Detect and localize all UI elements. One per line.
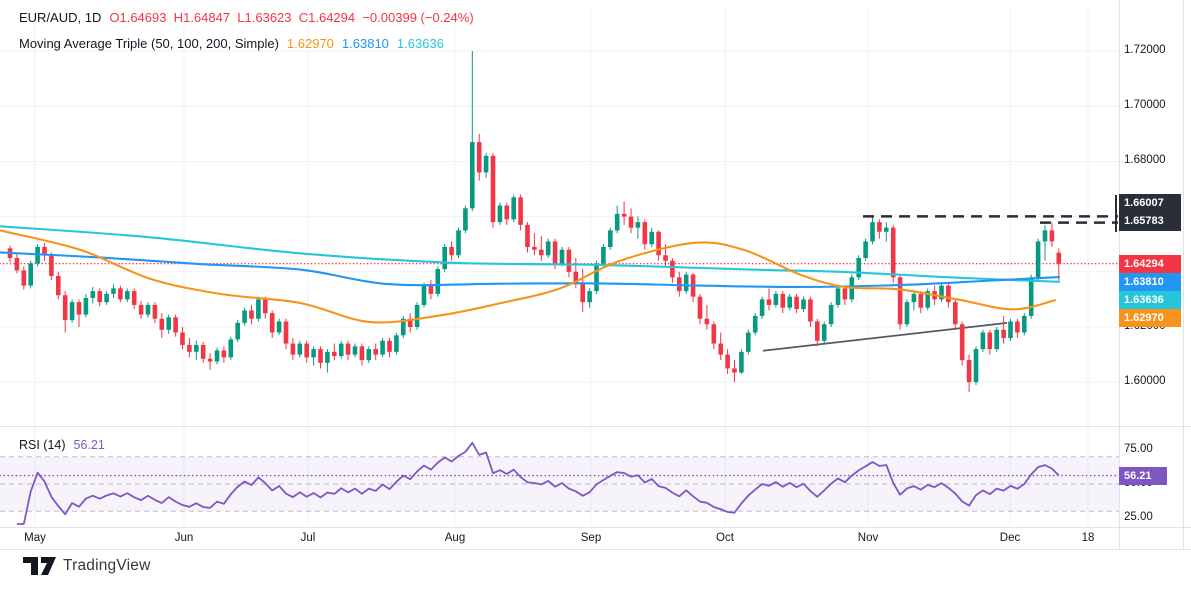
candles-layer	[7, 51, 1062, 392]
time-axis-label: Dec	[999, 532, 1021, 544]
rsi-axis-label: 75.00	[1124, 443, 1153, 455]
time-axis-top-border	[0, 527, 1191, 528]
indicator-title: Moving Average Triple (50, 100, 200, Sim…	[19, 36, 279, 51]
time-axis-bottom-border	[0, 549, 1191, 550]
price-badge: 1.64294	[1119, 254, 1181, 273]
time-axis-label: Sep	[580, 532, 602, 544]
time-axis-label: Jun	[174, 532, 194, 544]
time-axis-label: Jul	[300, 532, 316, 544]
symbol-legend[interactable]: EUR/AUD, 1D O1.64693 H1.64847 L1.63623 C…	[19, 10, 474, 25]
price-badge: 1.63636	[1119, 290, 1181, 309]
rsi-value-badge: 56.21	[1119, 466, 1167, 485]
ma-line-sma50	[0, 229, 1057, 324]
rsi-legend[interactable]: RSI (14) 56.21	[19, 438, 105, 452]
tradingview-logo-text: TradingView	[63, 557, 151, 574]
sma200-value: 1.63636	[396, 36, 444, 51]
time-axis-label: Oct	[716, 532, 734, 544]
rsi-line	[16, 441, 1060, 525]
ma-line-sma100	[0, 251, 1061, 289]
resistance-levels[interactable]	[863, 195, 1118, 232]
ma-line-sma200	[0, 225, 1061, 283]
price-axis-label: 1.68000	[1124, 154, 1166, 167]
pane-separator[interactable]	[0, 426, 1191, 427]
symbol-title: EUR/AUD, 1D	[19, 10, 102, 25]
rsi-title: RSI (14)	[19, 438, 66, 452]
price-badge: 1.63810	[1119, 272, 1181, 291]
right-edge-border	[1183, 0, 1184, 549]
indicator-legend[interactable]: Moving Average Triple (50, 100, 200, Sim…	[19, 36, 444, 51]
time-axis-label: May	[24, 532, 46, 544]
resistance-price-badge: 1.66007 1.65783	[1119, 194, 1181, 231]
price-axis-label: 1.60000	[1124, 375, 1166, 388]
tradingview-logo[interactable]: TradingView	[22, 555, 151, 577]
sma100-value: 1.63810	[341, 36, 389, 51]
price-badge: 1.62970	[1119, 308, 1181, 327]
trendline	[762, 322, 1008, 352]
rsi-axis-label: 25.00	[1124, 511, 1153, 523]
price-axis-label: 1.70000	[1124, 99, 1166, 112]
time-axis-label: Nov	[857, 532, 879, 544]
time-axis-label: Aug	[444, 532, 466, 544]
grid-layer	[0, 8, 1119, 526]
time-axis-label: 18	[1081, 532, 1095, 544]
ohlc-values: O1.64693 H1.64847 L1.63623 C1.64294 −0.0…	[109, 10, 474, 25]
sma50-value: 1.62970	[286, 36, 334, 51]
price-axis-label: 1.72000	[1124, 44, 1166, 56]
rsi-current-value: 56.21	[73, 438, 105, 452]
tradingview-logo-icon	[23, 557, 56, 575]
